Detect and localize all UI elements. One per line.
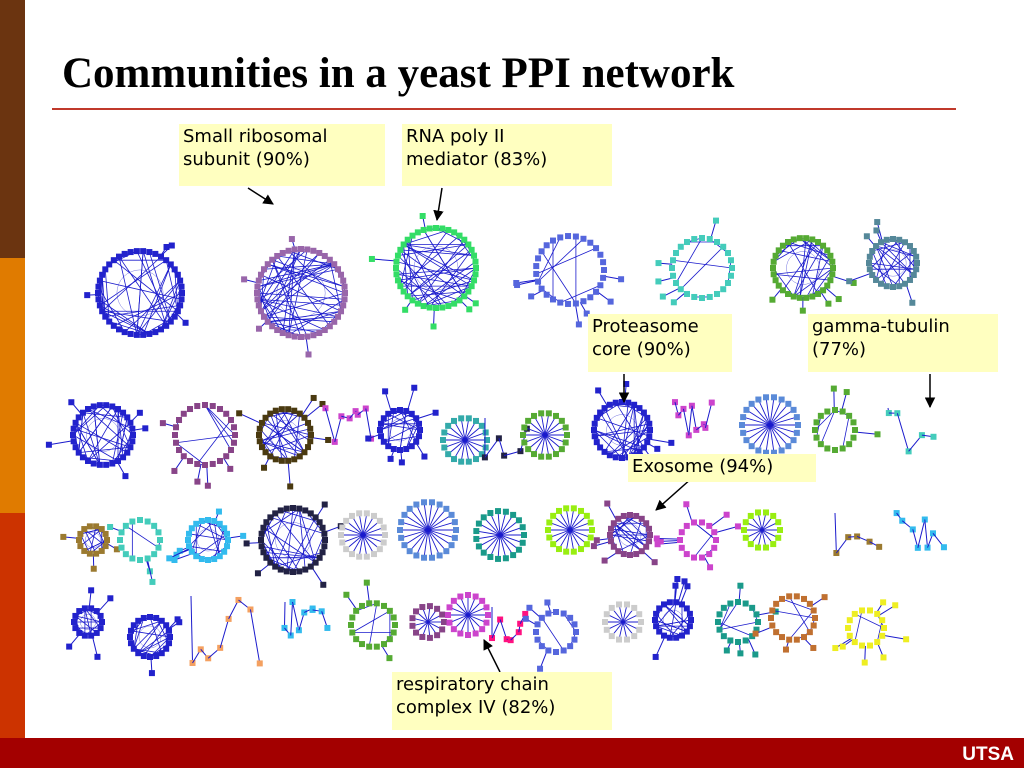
pointer-respiratory: [483, 639, 501, 673]
community-cluster: [885, 407, 937, 455]
community-cluster: [832, 599, 910, 666]
community-cluster: [241, 236, 348, 358]
callout-exosome-line1: Exosome (94%): [632, 456, 774, 477]
community-cluster: [520, 410, 570, 460]
community-cluster: [846, 219, 920, 306]
community-cluster: [440, 415, 490, 465]
callout-respiratory: respiratory chain complex IV (82%): [392, 672, 612, 730]
pointer-small-ribosomal: [247, 187, 274, 205]
community-cluster: [769, 235, 857, 314]
callout-rna-poly-line2: mediator (83%): [406, 148, 548, 170]
community-cluster: [590, 500, 658, 566]
callout-proteasome-line2: core (90%): [592, 338, 691, 360]
pointer-exosome: [655, 477, 693, 511]
community-cluster: [812, 385, 881, 453]
community-cluster: [107, 517, 163, 585]
footer-bar: [0, 738, 1024, 768]
community-cluster: [60, 523, 120, 572]
community-cluster: [893, 510, 947, 551]
community-cluster: [66, 587, 114, 660]
callout-small-ribosomal-line2: subunit (90%): [183, 148, 310, 170]
callout-small-ribosomal: Small ribosomal subunit (90%): [179, 124, 385, 186]
community-cluster: [166, 508, 247, 564]
community-cluster: [833, 512, 883, 557]
community-cluster: [522, 599, 579, 672]
callout-respiratory-line1: respiratory chain: [396, 674, 549, 695]
sidebar-segment-orange: [0, 258, 25, 513]
community-cluster: [445, 592, 491, 638]
pointer-rna-poly: [433, 187, 444, 222]
community-cluster: [739, 394, 801, 456]
community-cluster: [752, 593, 828, 653]
community-cluster: [652, 576, 694, 660]
callout-proteasome-line1: Proteasome: [592, 316, 699, 337]
community-cluster: [368, 213, 479, 330]
callout-small-ribosomal-line1: Small ribosomal: [183, 126, 328, 147]
callout-rna-poly: RNA poly II mediator (83%): [402, 124, 612, 186]
community-cluster: [513, 233, 625, 328]
utsa-logo: UTSA: [962, 744, 1014, 765]
community-cluster: [127, 614, 183, 677]
community-cluster: [473, 508, 527, 562]
callout-rna-poly-line1: RNA poly II: [406, 126, 505, 147]
community-cluster: [397, 499, 459, 561]
community-cluster: [365, 384, 439, 466]
title-rule: [52, 108, 956, 110]
community-cluster: [671, 399, 715, 439]
community-cluster: [343, 579, 398, 662]
community-cluster: [653, 501, 741, 571]
community-cluster: [715, 582, 779, 658]
community-cluster: [84, 242, 189, 338]
community-cluster: [741, 509, 783, 551]
community-cluster: [409, 603, 447, 641]
community-cluster: [243, 501, 344, 588]
community-cluster: [45, 399, 149, 480]
community-cluster: [489, 606, 529, 644]
community-cluster: [655, 217, 735, 306]
callout-exosome: Exosome (94%): [628, 454, 816, 482]
callout-gamma-tubulin-line1: gamma-tubulin: [812, 316, 950, 337]
community-cluster: [602, 601, 644, 643]
community-cluster: [281, 599, 331, 639]
slide-title: Communities in a yeast PPI network: [62, 50, 735, 97]
callout-respiratory-line2: complex IV (82%): [396, 696, 556, 718]
community-cluster: [236, 394, 332, 490]
community-cluster: [159, 402, 238, 489]
callout-gamma-tubulin: gamma-tubulin (77%): [808, 314, 998, 372]
community-cluster: [189, 595, 263, 667]
sidebar-segment-brown: [0, 0, 25, 258]
sidebar-segment-red: [0, 513, 25, 738]
callout-proteasome: Proteasome core (90%): [588, 314, 732, 372]
community-cluster: [338, 510, 388, 560]
callout-gamma-tubulin-line2: (77%): [812, 338, 867, 360]
community-cluster: [545, 505, 595, 555]
